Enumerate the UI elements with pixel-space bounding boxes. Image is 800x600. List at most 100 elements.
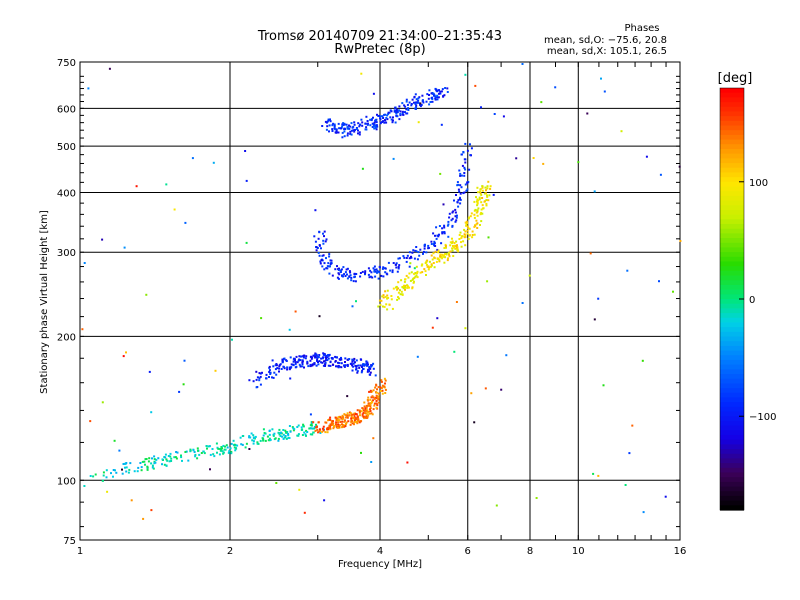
- data-point: [394, 263, 397, 266]
- data-point: [311, 433, 314, 436]
- data-point: [346, 134, 349, 137]
- data-point: [342, 275, 344, 278]
- data-point: [278, 367, 281, 370]
- data-point: [429, 101, 432, 103]
- data-point: [425, 251, 428, 254]
- noise-point: [620, 130, 623, 133]
- data-point: [414, 93, 417, 96]
- data-point: [354, 280, 357, 283]
- data-point: [198, 453, 201, 456]
- data-point: [340, 268, 343, 271]
- data-point: [370, 365, 373, 368]
- data-point: [454, 247, 457, 250]
- data-point: [125, 470, 128, 473]
- data-point: [436, 234, 439, 237]
- data-point: [303, 431, 306, 434]
- data-point: [255, 386, 258, 389]
- data-point: [344, 419, 346, 422]
- data-point: [377, 305, 380, 308]
- data-point: [335, 128, 338, 131]
- data-point: [402, 255, 405, 258]
- data-point: [344, 425, 347, 427]
- data-point: [185, 450, 188, 453]
- data-point: [281, 435, 284, 438]
- data-point: [399, 114, 402, 117]
- data-point: [473, 225, 476, 228]
- data-point: [170, 460, 173, 462]
- data-point: [400, 290, 403, 293]
- noise-point: [83, 262, 86, 264]
- data-point: [346, 412, 349, 415]
- data-point: [486, 195, 489, 198]
- data-point: [333, 123, 336, 126]
- noise-point: [209, 468, 211, 471]
- data-point: [164, 456, 167, 459]
- data-point: [343, 425, 346, 428]
- data-point: [375, 400, 378, 402]
- data-point: [313, 235, 316, 238]
- colorbar-segment: [720, 97, 744, 103]
- data-point: [259, 383, 262, 386]
- noise-point: [309, 413, 312, 416]
- data-point: [304, 433, 307, 436]
- data-point: [284, 429, 287, 432]
- data-point: [453, 246, 456, 249]
- colorbar-segment: [720, 341, 744, 347]
- data-point: [346, 416, 349, 419]
- data-point: [317, 356, 319, 359]
- colorbar-segment: [720, 106, 744, 113]
- data-point: [349, 423, 352, 426]
- data-point: [439, 92, 442, 95]
- data-point: [105, 469, 108, 472]
- data-point: [318, 231, 321, 234]
- data-point: [476, 198, 479, 201]
- data-point: [365, 406, 368, 409]
- data-point: [413, 272, 416, 275]
- data-point: [352, 125, 355, 128]
- data-point: [259, 372, 262, 375]
- data-point: [161, 458, 164, 461]
- data-point: [367, 363, 369, 366]
- data-point: [489, 187, 492, 190]
- data-point: [373, 270, 376, 273]
- data-point: [405, 260, 408, 263]
- data-point: [318, 244, 321, 247]
- data-point: [289, 430, 292, 433]
- data-point: [313, 425, 316, 428]
- y-tick-label: 75: [63, 536, 76, 547]
- data-point: [447, 251, 450, 254]
- data-point: [299, 365, 302, 368]
- data-point: [150, 462, 153, 465]
- x-tick-label: 1: [77, 546, 83, 557]
- data-point: [370, 396, 373, 399]
- data-point: [396, 111, 399, 114]
- data-point: [315, 426, 318, 429]
- noise-point: [183, 359, 186, 362]
- data-point: [242, 435, 245, 437]
- data-point: [363, 415, 366, 418]
- data-point: [170, 457, 173, 460]
- data-point: [165, 458, 168, 461]
- data-point: [379, 122, 382, 125]
- data-point: [338, 419, 341, 422]
- data-point: [356, 371, 359, 374]
- data-point: [275, 364, 278, 367]
- data-point: [362, 364, 365, 367]
- noise-point: [470, 392, 473, 395]
- data-point: [368, 370, 370, 372]
- data-point: [297, 433, 300, 436]
- data-point: [341, 425, 344, 428]
- data-point: [317, 363, 320, 366]
- data-point: [173, 456, 176, 459]
- noise-point: [521, 63, 524, 65]
- data-point: [169, 455, 172, 458]
- data-point: [141, 460, 144, 463]
- data-point: [449, 241, 452, 244]
- data-point: [268, 437, 271, 440]
- noise-point: [631, 424, 634, 427]
- noise-point: [318, 315, 321, 318]
- data-point: [353, 413, 355, 416]
- data-point: [297, 359, 300, 362]
- data-point: [485, 199, 488, 201]
- data-point: [405, 100, 408, 103]
